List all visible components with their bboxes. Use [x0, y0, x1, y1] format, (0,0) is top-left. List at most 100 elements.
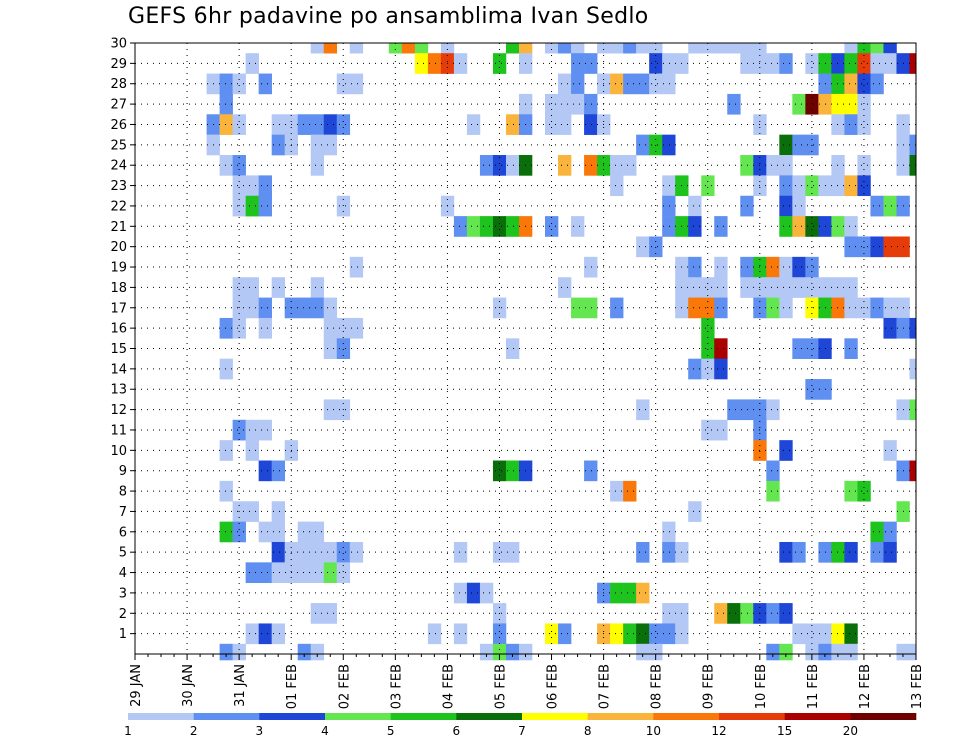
colorbar: 1 2 3 4 5 6 7 8 10 12 15 20 — [124, 713, 917, 738]
heatmap-cell — [818, 643, 832, 661]
heatmap-cell — [453, 53, 468, 74]
heatmap-cell — [662, 541, 676, 563]
heatmap-cell — [688, 501, 702, 522]
heatmap-cell — [558, 114, 572, 135]
heatmap-cell — [414, 43, 429, 54]
colorbar-label: 15 — [777, 724, 792, 738]
heatmap-cell — [831, 297, 845, 319]
heatmap-cell — [870, 43, 884, 54]
heatmap-cell — [323, 541, 338, 563]
y-tick-label: 20 — [110, 240, 127, 255]
heatmap-cell — [297, 541, 312, 563]
y-tick-label: 2 — [119, 607, 127, 622]
heatmap-cell — [349, 256, 364, 278]
colorbar-swatch — [325, 713, 391, 720]
heatmap-cell — [649, 43, 663, 54]
heatmap-cell — [505, 114, 520, 135]
y-tick-label: 25 — [110, 138, 127, 153]
heatmap-cell — [909, 155, 917, 176]
heatmap-cell — [336, 562, 351, 584]
heatmap-cell — [323, 399, 338, 421]
heatmap-cell — [870, 521, 884, 543]
heatmap-cell — [649, 134, 663, 156]
x-tick-label: 01 FEB — [285, 664, 300, 709]
heatmap-cell — [792, 338, 806, 359]
colorbar-swatch — [259, 713, 326, 720]
chart-title: GEFS 6hr padavine po ansamblima Ivan Sed… — [128, 4, 649, 29]
heatmap-cell — [492, 460, 507, 482]
y-tick-label: 23 — [110, 179, 127, 194]
heatmap-cell — [505, 338, 520, 359]
heatmap-cell — [558, 43, 572, 54]
heatmap-cell — [584, 460, 598, 482]
colorbar-label: 20 — [843, 724, 858, 738]
heatmap-cell — [857, 43, 871, 54]
heatmap-cell — [310, 541, 325, 563]
heatmap-cell — [688, 358, 702, 380]
heatmap-cell — [232, 114, 246, 135]
heatmap-cell — [232, 175, 246, 197]
heatmap-cell — [479, 643, 494, 661]
colorbar-label: 8 — [584, 724, 592, 738]
y-tick-label: 18 — [110, 281, 127, 296]
heatmap-cell — [883, 317, 897, 339]
heatmap-cell — [453, 623, 468, 645]
heatmap-cell — [688, 195, 702, 217]
x-tick-label: 07 FEB — [598, 664, 613, 709]
heatmap-cell — [857, 480, 871, 502]
heatmap-cell — [571, 297, 585, 319]
heatmap-cell — [623, 73, 637, 95]
y-tick-label: 1 — [119, 627, 127, 642]
colorbar-label: 10 — [646, 724, 661, 738]
x-tick-label: 12 FEB — [858, 664, 873, 709]
heatmap-cell — [258, 297, 272, 319]
heatmap-cell — [245, 297, 259, 319]
heatmap-cell — [883, 53, 897, 74]
x-tick-label: 08 FEB — [650, 664, 665, 709]
heatmap-cell — [571, 216, 585, 237]
heatmap-cell — [883, 195, 897, 217]
heatmap-cell — [662, 216, 676, 237]
heatmap-cell — [779, 175, 793, 197]
y-tick-label: 4 — [119, 566, 127, 581]
heatmap-cell — [545, 114, 559, 135]
y-tick-label: 28 — [110, 77, 127, 92]
heatmap-cell — [870, 73, 884, 95]
heatmap-cell — [349, 541, 364, 563]
heatmap-cell — [727, 603, 741, 624]
colorbar-swatch — [128, 713, 194, 720]
heatmap-cell — [258, 562, 272, 584]
heatmap-cell — [831, 73, 845, 95]
heatmap-cell — [766, 155, 780, 176]
heatmap-cell — [831, 216, 845, 237]
y-tick-label: 7 — [119, 505, 127, 520]
heatmap-cell — [857, 155, 871, 176]
heatmap-cell — [701, 419, 715, 441]
heatmap-cell — [844, 43, 858, 54]
heatmap-cell — [844, 623, 858, 645]
heatmap-cell — [714, 216, 728, 237]
heatmap-cell — [518, 643, 533, 661]
heatmap-cell — [649, 53, 663, 74]
heatmap-cell — [831, 541, 845, 563]
heatmap-cell — [701, 338, 715, 359]
heatmap-cell — [623, 43, 637, 54]
colorbar-label: 5 — [387, 724, 395, 738]
heatmap-cell — [558, 93, 572, 115]
heatmap-cell — [492, 53, 507, 74]
heatmap-cell — [310, 43, 325, 54]
heatmap-cell — [662, 175, 676, 197]
heatmap-cell — [727, 399, 741, 421]
colorbar-swatch — [522, 713, 588, 720]
heatmap-cell — [740, 277, 754, 298]
heatmap-cell — [883, 521, 897, 543]
heatmap-cell — [844, 114, 858, 135]
heatmap-cell — [571, 93, 585, 115]
y-tick-label: 22 — [110, 199, 127, 214]
heatmap-cell — [688, 216, 702, 237]
heatmap-cell — [610, 582, 624, 604]
heatmap-cell — [336, 317, 351, 339]
heatmap-cell — [245, 277, 259, 298]
heatmap-cell — [310, 297, 325, 319]
x-tick-label: 10 FEB — [754, 664, 769, 709]
